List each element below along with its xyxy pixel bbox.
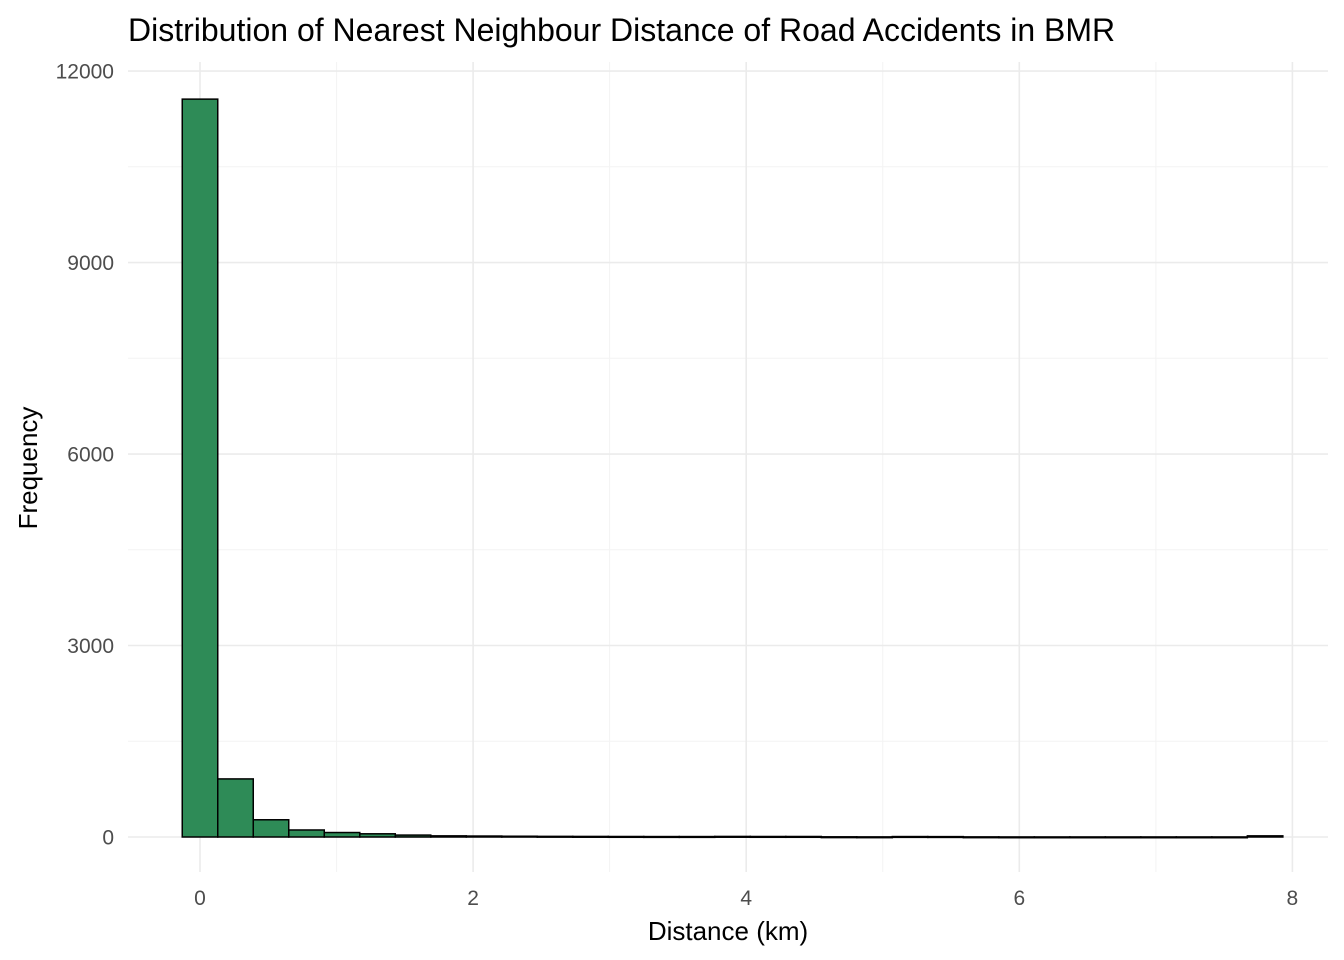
histogram-bar (1069, 836, 1107, 839)
histogram-bar (856, 836, 894, 839)
histogram-bar (288, 829, 326, 838)
histogram-bar (1246, 835, 1284, 838)
histogram-bar (1033, 836, 1071, 839)
x-axis-tick-labels: 0 2 4 6 8 (194, 887, 1298, 910)
histogram-bar (536, 835, 574, 838)
histogram-bar (1175, 836, 1213, 839)
histogram-bar (465, 835, 503, 838)
x-tick-label: 2 (467, 887, 479, 910)
histogram-bar (962, 836, 1000, 839)
histogram-bar (1140, 836, 1178, 839)
histogram-bar (891, 835, 929, 839)
histogram-bar (217, 778, 255, 838)
histogram-bar (820, 836, 858, 839)
y-axis-title: Frequency (13, 407, 43, 530)
histogram-bar (181, 98, 219, 838)
histogram-bar (394, 834, 432, 838)
histogram-bar (785, 835, 823, 839)
histogram-bar (927, 835, 965, 839)
y-axis-tick-labels: 0 3000 6000 9000 12000 (56, 61, 114, 850)
y-tick-label: 3000 (67, 635, 114, 658)
grid-lines (128, 62, 1328, 872)
histogram-bar (1104, 836, 1142, 839)
histogram-bar (714, 835, 752, 838)
histogram-bar (998, 836, 1036, 839)
y-tick-label: 9000 (67, 252, 114, 275)
x-axis-title: Distance (km) (648, 916, 808, 946)
x-tick-label: 0 (194, 887, 206, 910)
histogram-bar (572, 835, 610, 838)
y-tick-label: 0 (102, 827, 114, 850)
histogram-bar (678, 835, 716, 839)
histogram-bars (181, 98, 1284, 839)
x-tick-label: 6 (1013, 887, 1025, 910)
histogram-bar (1211, 836, 1249, 839)
histogram-bar (607, 835, 645, 839)
histogram-bar (323, 831, 361, 838)
histogram-bar (359, 833, 397, 838)
histogram-bar (643, 835, 681, 839)
y-tick-label: 6000 (67, 444, 114, 467)
y-tick-label: 12000 (56, 61, 114, 84)
x-tick-label: 4 (740, 887, 752, 910)
histogram-bar (749, 835, 787, 839)
histogram-bar (501, 835, 539, 838)
histogram-bar (252, 819, 290, 838)
x-tick-label: 8 (1287, 887, 1299, 910)
chart-title: Distribution of Nearest Neighbour Distan… (128, 12, 1115, 48)
histogram-bar (430, 835, 468, 838)
